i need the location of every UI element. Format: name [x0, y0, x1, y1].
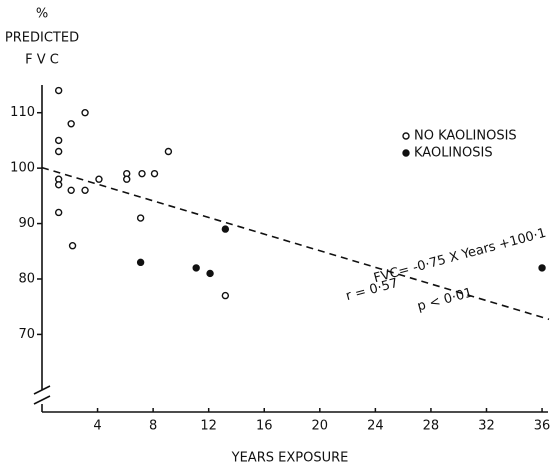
annotation: FVC= -0·75 X Years +100·1 — [372, 226, 548, 287]
x-label: YEARS EXPOSURE — [231, 451, 349, 466]
y-tick-label: 110 — [10, 105, 35, 120]
axis-break — [33, 395, 51, 405]
y-tick-label: 70 — [18, 327, 35, 342]
point — [136, 258, 145, 267]
point — [54, 147, 63, 156]
y-label: PREDICTED — [5, 31, 79, 46]
point — [206, 269, 214, 278]
y-tick-label: 80 — [18, 271, 35, 286]
x-tick-label: 32 — [478, 419, 495, 434]
x-tick-label: 12 — [200, 419, 217, 434]
annotation: p < 0·01 — [416, 285, 474, 314]
fit-line — [41, 166, 550, 321]
point — [81, 186, 89, 195]
point — [221, 225, 230, 233]
point — [192, 264, 200, 272]
point — [164, 147, 173, 156]
y-tick-label: 90 — [18, 216, 35, 231]
x-tick-label: 8 — [149, 419, 157, 434]
point — [538, 264, 546, 272]
axis-break — [33, 385, 51, 395]
annotation: r = 0·57 — [344, 276, 400, 304]
point — [81, 109, 89, 117]
y-label: % — [36, 7, 48, 22]
point — [54, 181, 63, 189]
point — [54, 86, 63, 95]
legend-marker — [402, 149, 410, 157]
x-tick-label: 16 — [256, 419, 273, 434]
y-tick-label: 100 — [10, 161, 35, 176]
point — [150, 169, 159, 178]
point — [67, 186, 75, 195]
point — [221, 291, 230, 300]
point — [68, 242, 77, 250]
x-tick-label: 4 — [93, 419, 101, 434]
y-label: F V C — [25, 53, 59, 68]
point — [95, 175, 103, 183]
legend-label: NO KAOLINOSIS — [414, 129, 517, 144]
legend-marker — [402, 132, 410, 140]
point — [67, 120, 75, 128]
legend-label: KAOLINOSIS — [414, 146, 493, 161]
x-tick-label: 36 — [534, 419, 551, 434]
x-tick-label: 28 — [423, 419, 440, 434]
x-tick-label: 24 — [367, 419, 384, 434]
point — [136, 214, 145, 222]
point — [54, 208, 63, 217]
point — [54, 136, 63, 145]
point — [123, 175, 131, 183]
x-tick-label: 20 — [312, 419, 329, 434]
point — [138, 169, 146, 178]
